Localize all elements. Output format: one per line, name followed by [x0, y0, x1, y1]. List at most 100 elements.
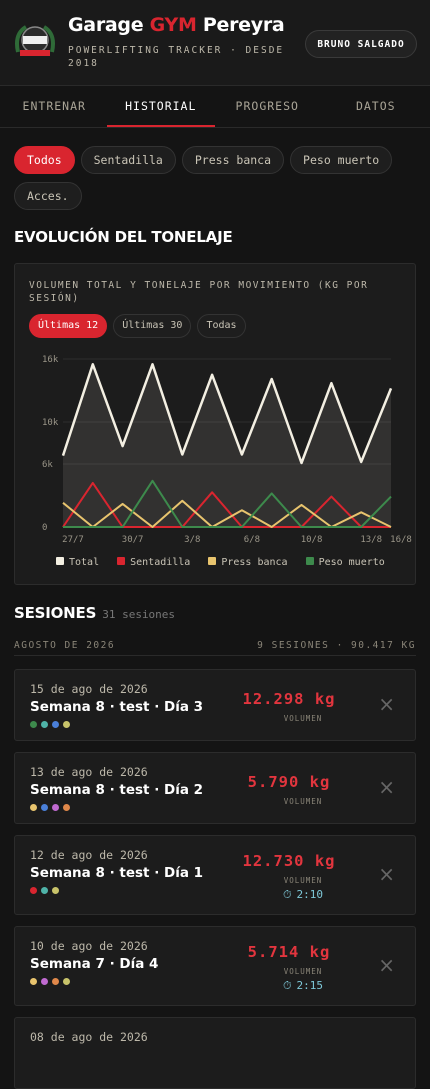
- volume-label: VOLUMEN: [243, 797, 363, 806]
- session-info: 13 de ago de 2026 Semana 8 · test · Día 2: [30, 765, 203, 811]
- legend-label: Press banca: [221, 557, 287, 568]
- filter-chip[interactable]: Peso muerto: [290, 146, 392, 174]
- sessions-title: SESIONES: [14, 604, 96, 622]
- session-volume: 12.730 kg: [229, 852, 349, 870]
- session-volume: 12.298 kg: [229, 690, 349, 708]
- exercise-dot: [30, 978, 37, 985]
- header: Garage GYM Pereyra POWERLIFTING TRACKER …: [0, 0, 430, 86]
- logo: [14, 22, 56, 62]
- range-chip[interactable]: Todas: [197, 314, 245, 338]
- tab[interactable]: PROGRESO: [213, 86, 322, 127]
- volume-label: VOLUMEN: [243, 876, 363, 885]
- y-tick-label: 0: [42, 523, 47, 533]
- duration-icon: ⏱: [283, 979, 292, 992]
- x-tick-label: 16/8: [390, 535, 412, 545]
- session-duration: ⏱2:10: [243, 888, 363, 902]
- session-date: 12 de ago de 2026: [30, 848, 203, 862]
- legend-item: Press banca: [208, 557, 287, 568]
- legend-swatch: [306, 557, 314, 565]
- month-row: AGOSTO DE 2026 9 SESIONES · 90.417 KG: [14, 640, 416, 656]
- volume-label: VOLUMEN: [243, 714, 363, 723]
- exercise-dots: [30, 978, 158, 985]
- user-button[interactable]: BRUNO SALGADO: [305, 30, 417, 58]
- page: Garage GYM Pereyra { "header": {"title_p…: [0, 0, 430, 1040]
- legend-swatch: [208, 557, 216, 565]
- filter-chip[interactable]: Todos: [14, 146, 75, 174]
- delete-button[interactable]: ×: [378, 953, 395, 977]
- session-info: 08 de ago de 2026: [30, 1030, 148, 1044]
- title-accent: GYM: [150, 14, 197, 36]
- legend-item: Total: [56, 557, 99, 568]
- legend-item: Peso muerto: [306, 557, 385, 568]
- tab[interactable]: HISTORIAL: [107, 86, 216, 127]
- session-duration: ⏱ 2:15: [243, 979, 363, 993]
- session-card[interactable]: 13 de ago de 2026 Semana 8 · test · Día 2…: [14, 752, 416, 824]
- sessions-count: 31 sesiones: [102, 608, 175, 621]
- exercise-dots: [30, 887, 203, 894]
- legend-label: Peso muerto: [319, 557, 385, 568]
- exercise-dot: [52, 887, 59, 894]
- tab[interactable]: DATOS: [322, 86, 430, 127]
- y-tick-label: 16k: [42, 355, 59, 365]
- delete-button[interactable]: ×: [378, 862, 395, 886]
- session-card[interactable]: 08 de ago de 2026: [14, 1017, 416, 1089]
- legend-swatch: [56, 557, 64, 565]
- session-name: Semana 8 · test · Día 3: [30, 699, 203, 715]
- legend: Total Sentadilla Press banca Peso muerto: [56, 557, 385, 568]
- app-title: Garage GYM Pereyra: [68, 14, 284, 36]
- exercise-dot: [30, 721, 37, 728]
- exercise-dots: [30, 721, 203, 728]
- exercise-dot: [52, 804, 59, 811]
- session-date: 13 de ago de 2026: [30, 765, 203, 779]
- x-tick-label: 3/8: [184, 535, 200, 545]
- title-text: Garage: [68, 14, 150, 36]
- exercise-dot: [63, 804, 70, 811]
- session-volume: 5.790 kg: [229, 773, 349, 791]
- chart-title: VOLUMEN TOTAL Y TONELAJE POR MOVIMIENTO …: [29, 279, 399, 305]
- delete-button[interactable]: ×: [378, 692, 395, 716]
- exercise-dot: [30, 804, 37, 811]
- filter-chip[interactable]: Press banca: [182, 146, 284, 174]
- y-tick-label: 6k: [42, 460, 53, 470]
- filter-chip[interactable]: Sentadilla: [81, 146, 176, 174]
- exercise-dot: [41, 887, 48, 894]
- month-label: AGOSTO DE 2026: [14, 640, 115, 651]
- delete-button[interactable]: ×: [378, 775, 395, 799]
- exercise-dot: [52, 721, 59, 728]
- duration-text: 2:15: [297, 979, 324, 992]
- range-chip[interactable]: Últimas 12: [29, 314, 107, 338]
- exercise-dot: [41, 978, 48, 985]
- filter-chip[interactable]: Acces.: [14, 182, 82, 210]
- x-tick-label: 30/7: [122, 535, 144, 545]
- session-date: 08 de ago de 2026: [30, 1030, 148, 1044]
- legend-label: Sentadilla: [130, 557, 190, 568]
- legend-item: Sentadilla: [117, 557, 190, 568]
- x-tick-label: 6/8: [244, 535, 260, 545]
- session-name: Semana 8 · test · Día 2: [30, 782, 203, 798]
- tab[interactable]: ENTRENAR: [0, 86, 109, 127]
- range-chip[interactable]: Últimas 30: [113, 314, 191, 338]
- body: Garage GYM Pereyra POWERLIFTING TRACKER …: [0, 0, 430, 1040]
- section-title: EVOLUCIÓN DEL TONELAJE: [14, 228, 233, 246]
- legend-label: Total: [69, 557, 99, 568]
- x-tick-label: 10/8: [301, 535, 323, 545]
- area: [63, 364, 391, 527]
- exercise-dot: [30, 887, 37, 894]
- month-summary: 9 SESIONES · 90.417 KG: [257, 640, 416, 651]
- y-tick-label: 10k: [42, 418, 59, 428]
- session-date: 10 de ago de 2026: [30, 939, 158, 953]
- exercise-dot: [41, 804, 48, 811]
- legend-swatch: [117, 557, 125, 565]
- exercise-dot: [41, 721, 48, 728]
- exercise-dot: [52, 978, 59, 985]
- x-tick-label: 27/7: [62, 535, 84, 545]
